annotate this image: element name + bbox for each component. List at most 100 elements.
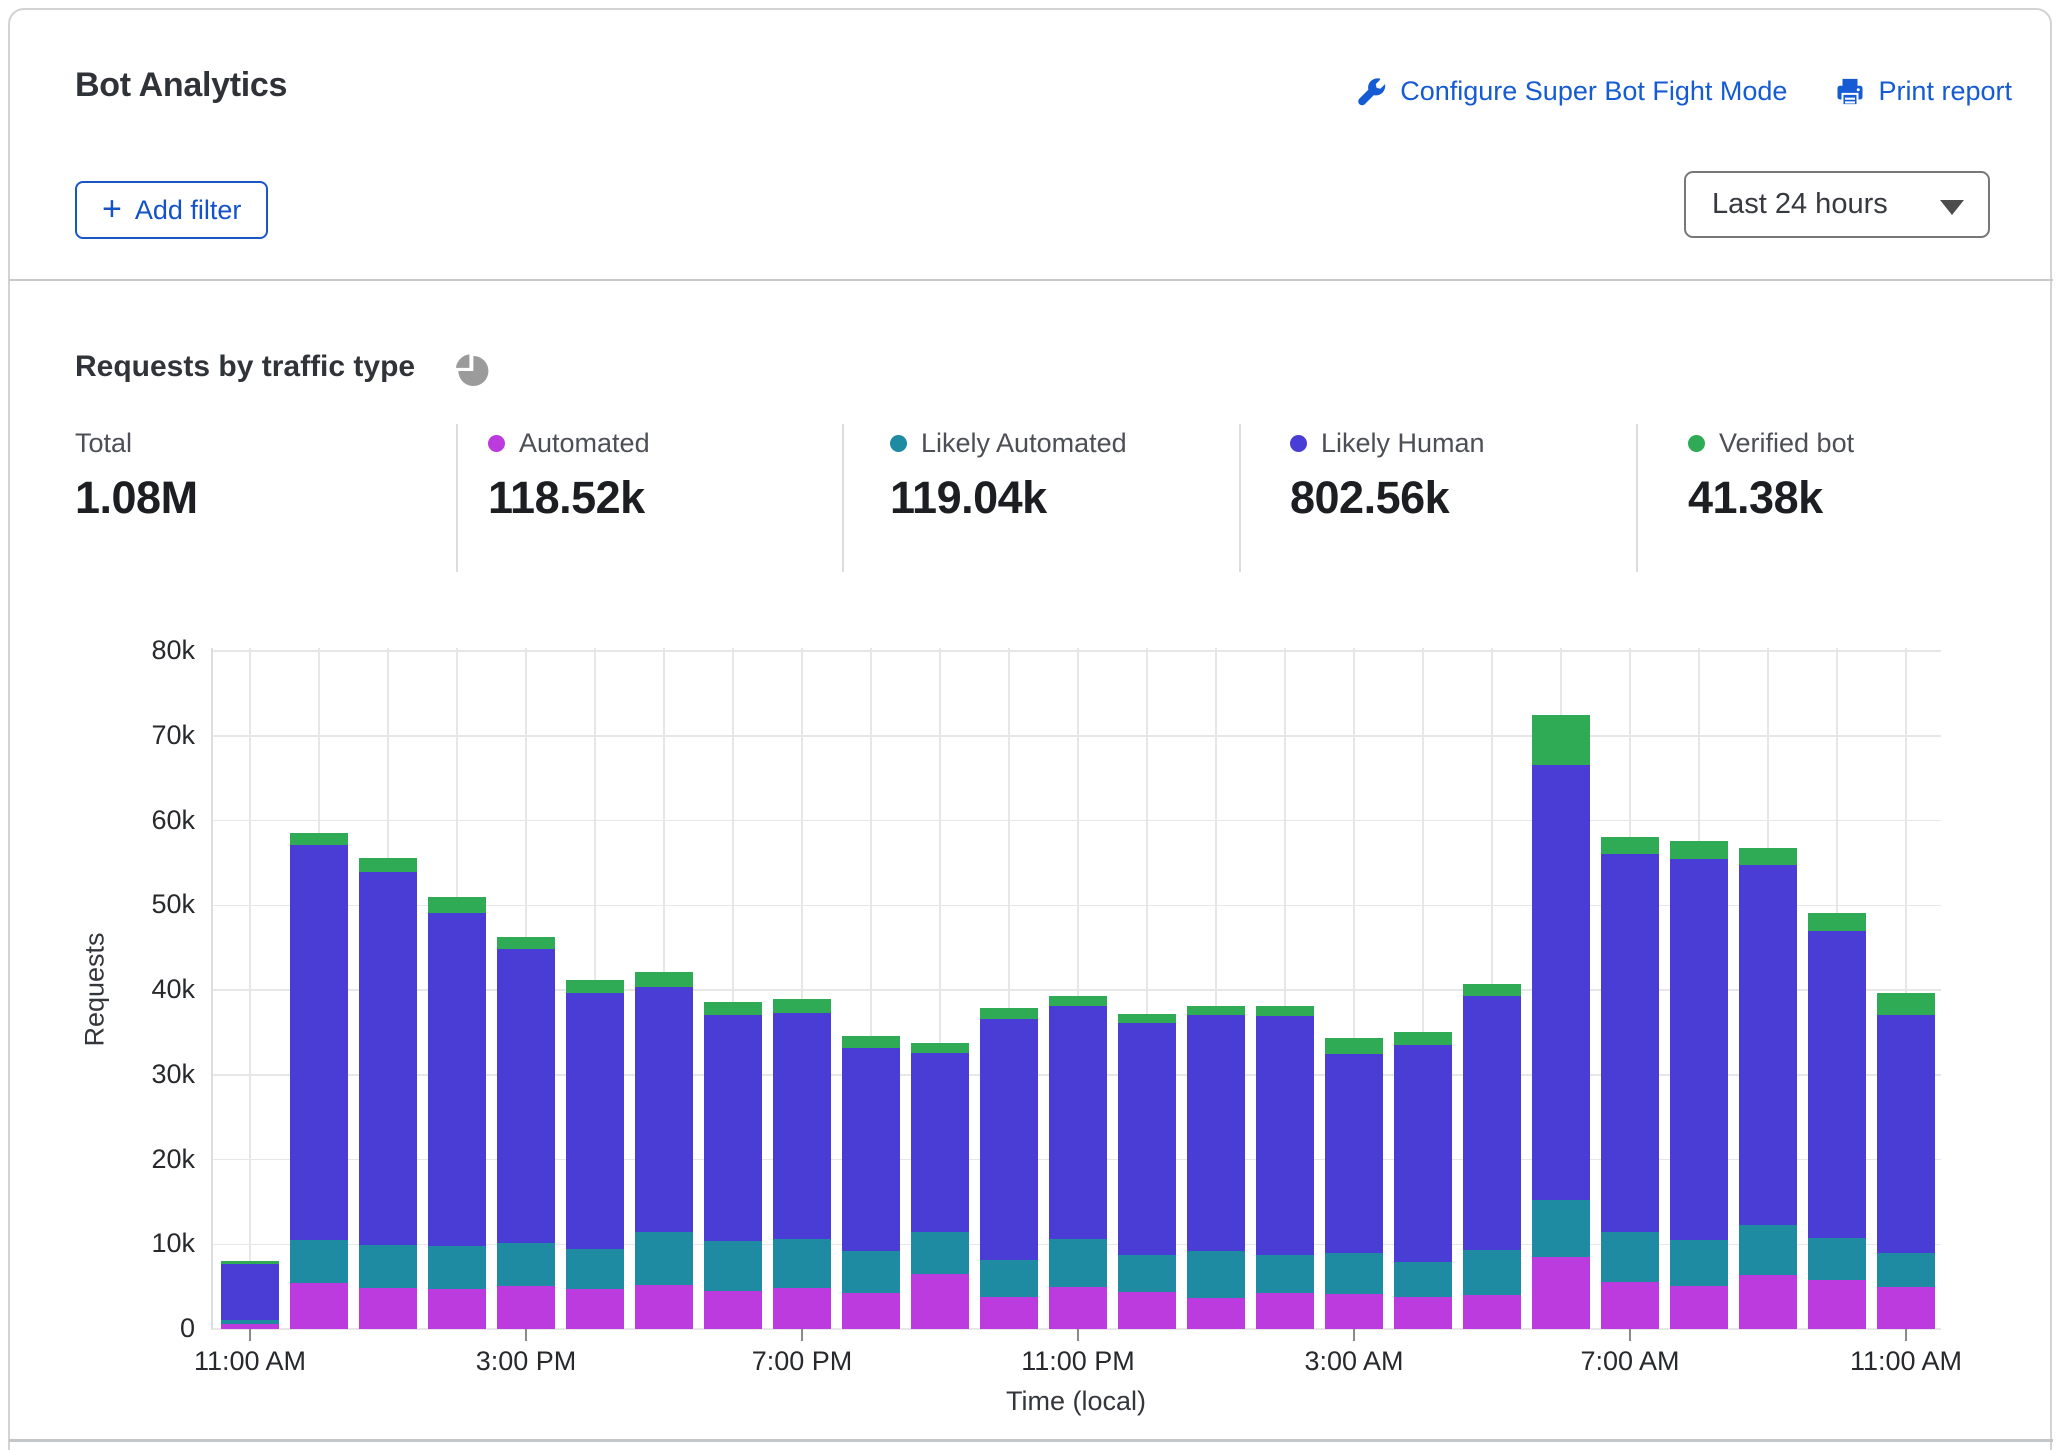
bar-segment-likely-human[interactable] — [773, 1013, 831, 1239]
bar-segment-verified-bot[interactable] — [359, 858, 417, 872]
bar-segment-likely-automated[interactable] — [566, 1249, 624, 1289]
bar-segment-likely-human[interactable] — [1739, 865, 1797, 1224]
bar-segment-automated[interactable] — [566, 1289, 624, 1329]
bar-segment-likely-automated[interactable] — [428, 1246, 486, 1289]
bar-segment-automated[interactable] — [359, 1288, 417, 1329]
bar-segment-likely-human[interactable] — [980, 1019, 1038, 1261]
bar-segment-likely-human[interactable] — [359, 872, 417, 1245]
bar-segment-verified-bot[interactable] — [635, 972, 693, 987]
bar-segment-likely-human[interactable] — [1877, 1015, 1935, 1253]
bar-segment-automated[interactable] — [1049, 1287, 1107, 1329]
bar-segment-automated[interactable] — [1256, 1293, 1314, 1329]
bar-segment-automated[interactable] — [1463, 1295, 1521, 1329]
bar-segment-automated[interactable] — [1394, 1297, 1452, 1329]
bar-segment-automated[interactable] — [980, 1297, 1038, 1329]
bar-segment-verified-bot[interactable] — [842, 1036, 900, 1048]
bar-segment-automated[interactable] — [1808, 1280, 1866, 1329]
gridline — [211, 650, 1941, 652]
bar-segment-automated[interactable] — [704, 1291, 762, 1329]
bar-segment-verified-bot[interactable] — [1808, 913, 1866, 931]
bar-segment-likely-automated[interactable] — [1118, 1255, 1176, 1291]
bar-segment-likely-human[interactable] — [1670, 859, 1728, 1240]
bar-segment-likely-human[interactable] — [290, 845, 348, 1240]
bar-segment-verified-bot[interactable] — [290, 833, 348, 845]
bar-segment-likely-human[interactable] — [1601, 854, 1659, 1233]
bar-segment-likely-human[interactable] — [842, 1048, 900, 1251]
bar-segment-verified-bot[interactable] — [1118, 1014, 1176, 1023]
bar-segment-automated[interactable] — [1118, 1292, 1176, 1329]
bar-segment-verified-bot[interactable] — [1325, 1038, 1383, 1054]
bar-segment-likely-automated[interactable] — [497, 1243, 555, 1285]
bar-segment-likely-human[interactable] — [911, 1053, 969, 1232]
bar-segment-likely-human[interactable] — [1256, 1016, 1314, 1255]
bar-segment-likely-automated[interactable] — [290, 1240, 348, 1283]
bar-segment-verified-bot[interactable] — [1256, 1006, 1314, 1016]
bar-segment-verified-bot[interactable] — [221, 1261, 279, 1264]
bar-segment-verified-bot[interactable] — [1049, 996, 1107, 1006]
bar-segment-likely-automated[interactable] — [911, 1232, 969, 1274]
bar-segment-verified-bot[interactable] — [497, 937, 555, 950]
bar-segment-likely-automated[interactable] — [1808, 1238, 1866, 1280]
bar-segment-likely-human[interactable] — [635, 987, 693, 1231]
bar-segment-verified-bot[interactable] — [1601, 837, 1659, 854]
bar-segment-automated[interactable] — [1325, 1294, 1383, 1329]
bar-segment-verified-bot[interactable] — [428, 897, 486, 913]
bar-segment-verified-bot[interactable] — [1187, 1006, 1245, 1015]
bar-segment-likely-human[interactable] — [704, 1015, 762, 1240]
bar-segment-likely-automated[interactable] — [1739, 1225, 1797, 1275]
bar-segment-likely-automated[interactable] — [1394, 1262, 1452, 1297]
bar-segment-verified-bot[interactable] — [704, 1002, 762, 1016]
bar-segment-likely-human[interactable] — [1118, 1023, 1176, 1255]
bar-segment-likely-automated[interactable] — [1532, 1200, 1590, 1257]
bar-segment-likely-automated[interactable] — [1187, 1251, 1245, 1298]
bar-segment-likely-automated[interactable] — [1463, 1250, 1521, 1295]
bar-segment-likely-automated[interactable] — [842, 1251, 900, 1293]
bar-segment-automated[interactable] — [1187, 1298, 1245, 1329]
bar-segment-automated[interactable] — [1601, 1282, 1659, 1329]
bar-segment-automated[interactable] — [635, 1285, 693, 1329]
bar-segment-likely-automated[interactable] — [1670, 1240, 1728, 1286]
bar-segment-automated[interactable] — [1670, 1286, 1728, 1329]
bar-segment-automated[interactable] — [290, 1283, 348, 1329]
bar-segment-verified-bot[interactable] — [566, 980, 624, 994]
bar-segment-likely-human[interactable] — [1394, 1045, 1452, 1262]
bar-segment-likely-human[interactable] — [1808, 931, 1866, 1239]
bar-segment-verified-bot[interactable] — [1394, 1032, 1452, 1045]
bar-segment-automated[interactable] — [497, 1286, 555, 1329]
bar-segment-verified-bot[interactable] — [1877, 993, 1935, 1015]
bar-segment-likely-human[interactable] — [1049, 1006, 1107, 1239]
bar-segment-likely-automated[interactable] — [1325, 1253, 1383, 1295]
bar-segment-likely-automated[interactable] — [773, 1239, 831, 1288]
bar-segment-automated[interactable] — [1532, 1257, 1590, 1329]
bar-segment-likely-automated[interactable] — [1049, 1239, 1107, 1286]
bar-segment-automated[interactable] — [428, 1289, 486, 1329]
bar-segment-likely-automated[interactable] — [635, 1232, 693, 1285]
bar-segment-likely-human[interactable] — [1325, 1054, 1383, 1252]
bar-segment-verified-bot[interactable] — [773, 999, 831, 1013]
bar-segment-likely-human[interactable] — [428, 913, 486, 1246]
bar-segment-verified-bot[interactable] — [1739, 848, 1797, 865]
bar-segment-verified-bot[interactable] — [1463, 984, 1521, 996]
bar-segment-likely-automated[interactable] — [980, 1260, 1038, 1296]
bar-segment-likely-automated[interactable] — [359, 1245, 417, 1288]
bar-segment-likely-automated[interactable] — [221, 1320, 279, 1324]
bar-segment-likely-human[interactable] — [1463, 996, 1521, 1250]
bar-segment-likely-automated[interactable] — [1256, 1255, 1314, 1293]
bar-segment-likely-human[interactable] — [221, 1264, 279, 1320]
bar-segment-automated[interactable] — [842, 1293, 900, 1329]
bar-segment-verified-bot[interactable] — [980, 1008, 1038, 1019]
bar-segment-automated[interactable] — [911, 1274, 969, 1329]
bar-segment-verified-bot[interactable] — [1670, 841, 1728, 860]
bar-segment-automated[interactable] — [773, 1288, 831, 1329]
bar-segment-likely-automated[interactable] — [1601, 1232, 1659, 1282]
bar-segment-automated[interactable] — [1739, 1275, 1797, 1329]
bar-segment-verified-bot[interactable] — [911, 1043, 969, 1052]
bar-segment-likely-human[interactable] — [566, 993, 624, 1249]
bar-segment-verified-bot[interactable] — [1532, 715, 1590, 765]
bar-segment-likely-human[interactable] — [1187, 1015, 1245, 1251]
bar-segment-likely-automated[interactable] — [1877, 1253, 1935, 1288]
bar-segment-likely-human[interactable] — [497, 949, 555, 1243]
bar-segment-automated[interactable] — [1877, 1287, 1935, 1329]
bar-segment-likely-automated[interactable] — [704, 1241, 762, 1291]
bar-segment-likely-human[interactable] — [1532, 765, 1590, 1201]
